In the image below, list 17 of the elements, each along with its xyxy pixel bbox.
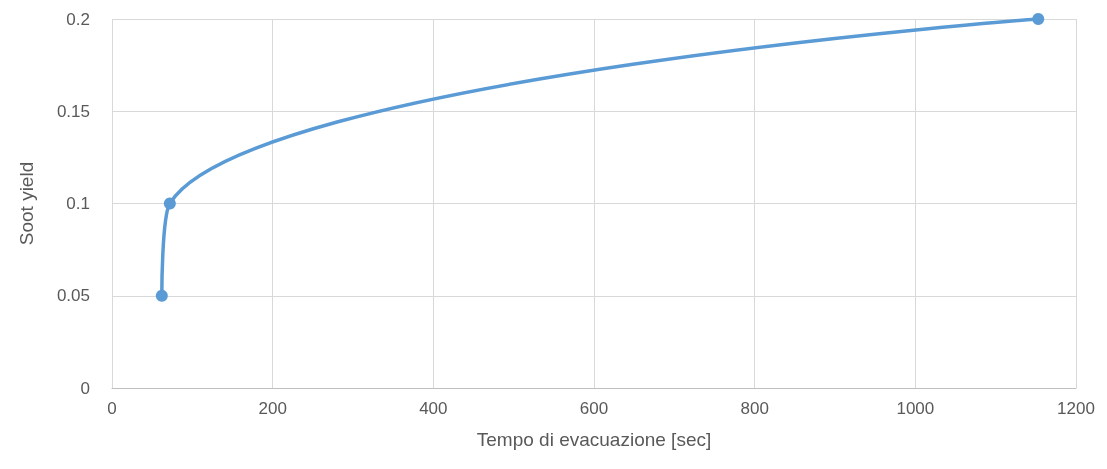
x-axis-title: Tempo di evacuazione [sec] — [476, 429, 712, 450]
point — [163, 197, 176, 210]
x-tick-label: 800 — [740, 399, 769, 418]
point — [1032, 13, 1045, 25]
y-tick-label: 0.15 — [56, 101, 90, 121]
x-tick-label: 200 — [258, 399, 287, 418]
x-tick-label: 400 — [419, 399, 448, 418]
y-axis-title: Soot yield — [16, 161, 37, 246]
y-tick-label: 0.2 — [66, 9, 90, 29]
x-tick-label: 600 — [579, 399, 609, 418]
y-tick-label: 0.1 — [66, 194, 90, 213]
y-tick-label: 0 — [80, 378, 90, 398]
y-tick-label: 0.05 — [56, 286, 90, 306]
x-tick-label: 0 — [107, 399, 117, 418]
point — [155, 289, 168, 302]
x-tick-label: 1000 — [896, 399, 935, 418]
x-tick-label: 1200 — [1057, 399, 1095, 418]
